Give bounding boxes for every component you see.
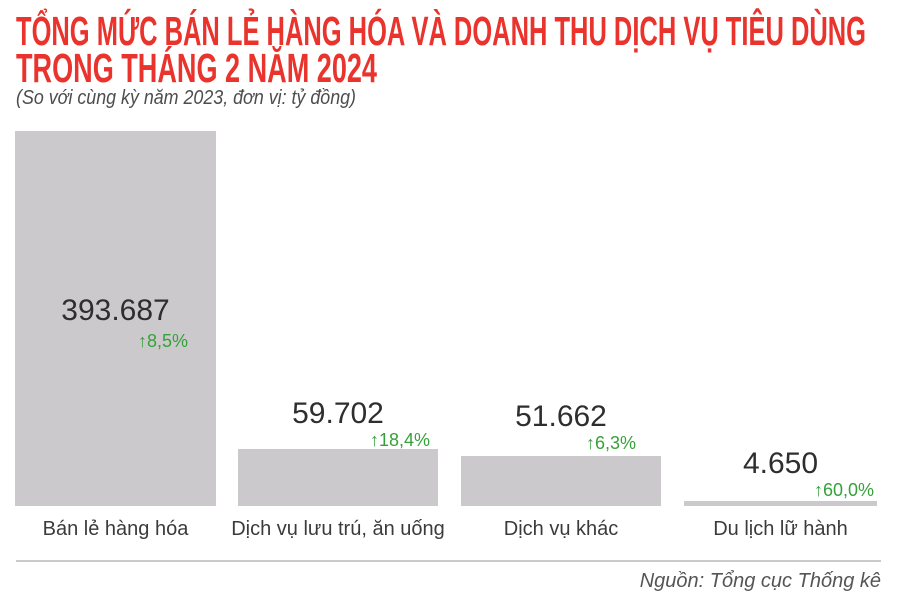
change-value: 18,4% (378, 430, 430, 450)
up-arrow-icon: ↑ (813, 480, 823, 500)
chart-header: TỔNG MỨC BÁN LẺ HÀNG HÓA VÀ DOANH THU DỊ… (16, 7, 866, 109)
value-label: 393.687 (61, 294, 170, 327)
category-text: Bán lẻ hàng hóa (42, 518, 189, 540)
up-arrow-icon: ↑ (585, 433, 595, 453)
category-label: Dịch vụ khác (431, 517, 691, 541)
change-value: 8,5% (146, 331, 188, 351)
bar-dich-vu-luu-tru-an-uong (238, 449, 438, 506)
category-text: Dịch vụ khác (503, 518, 619, 540)
value-label: 59.702 (292, 397, 384, 430)
footer-divider (16, 560, 881, 562)
change-label: ↑18,4% (238, 431, 438, 449)
category-label: Du lịch lữ hành (654, 517, 900, 541)
change-label: ↑6,3% (461, 434, 661, 452)
bar-du-lich-lu-hanh (684, 501, 877, 506)
page-title-line2: TRONG THÁNG 2 NĂM 2024 (16, 45, 377, 91)
category-text: Du lịch lữ hành (713, 518, 848, 540)
chart-subtitle: (So với cùng kỳ năm 2023, đơn vị: tỷ đồn… (16, 87, 356, 109)
category-text: Dịch vụ lưu trú, ăn uống (231, 518, 445, 540)
category-label: Bán lẻ hàng hóa (0, 517, 246, 541)
value-label: 51.662 (515, 400, 607, 433)
change-value: 60,0% (822, 480, 874, 500)
category-label: Dịch vụ lưu trú, ăn uống (208, 517, 468, 541)
source-text: Nguồn: Tổng cục Thống kê (639, 570, 881, 592)
up-arrow-icon: ↑ (369, 430, 379, 450)
up-arrow-icon: ↑ (137, 331, 147, 351)
change-label: ↑60,0% (684, 481, 877, 499)
value-label: 4.650 (742, 447, 819, 480)
bar-ban-le-hang-hoa (15, 131, 216, 506)
change-value: 6,3% (594, 433, 636, 453)
change-label: ↑8,5% (15, 332, 216, 350)
page-title-line1: TỔNG MỨC BÁN LẺ HÀNG HÓA VÀ DOANH THU DỊ… (16, 7, 866, 54)
bar-dich-vu-khac (461, 456, 661, 506)
